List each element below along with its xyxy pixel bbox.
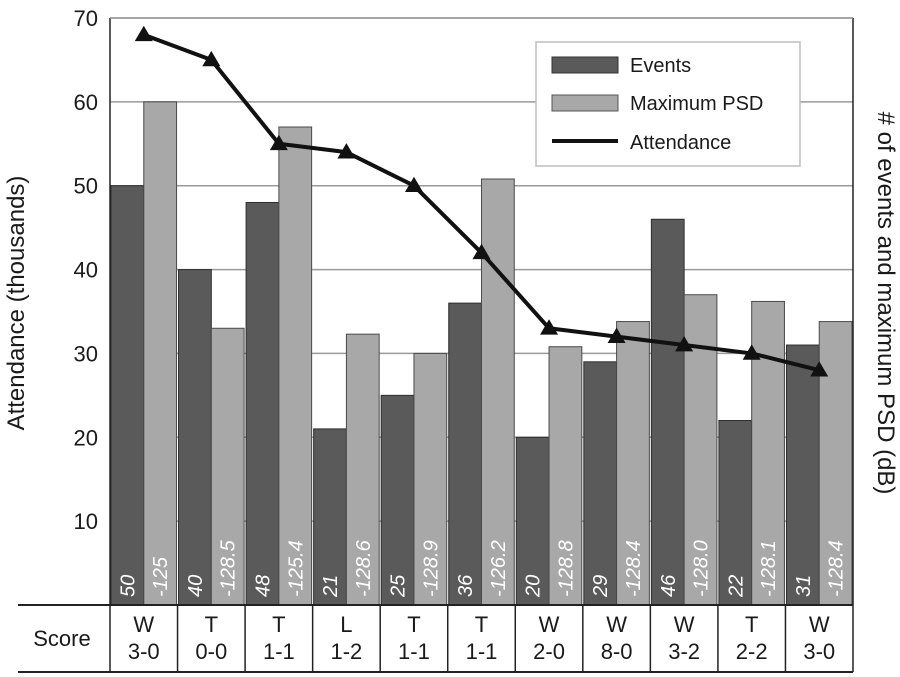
events-value-label: 29 bbox=[590, 575, 612, 598]
bar-events bbox=[583, 361, 618, 606]
legend-label-psd: Maximum PSD bbox=[630, 93, 763, 115]
psd-value-label: -128.5 bbox=[218, 539, 240, 597]
y-tick-label: 60 bbox=[74, 90, 98, 115]
legend-label-attendance: Attendance bbox=[630, 132, 731, 154]
score-result: T bbox=[745, 612, 758, 637]
score-value: 0-0 bbox=[195, 639, 227, 664]
psd-value-label: -125 bbox=[150, 556, 172, 597]
events-value-label: 46 bbox=[658, 574, 680, 597]
legend-swatch-psd bbox=[551, 94, 619, 112]
score-result: L bbox=[340, 612, 352, 637]
psd-value-label: -128.6 bbox=[353, 539, 375, 597]
legend-label-events: Events bbox=[630, 55, 691, 77]
psd-value-label: -128.4 bbox=[623, 540, 645, 597]
bar-events bbox=[110, 185, 145, 606]
events-value-label: 36 bbox=[455, 574, 477, 597]
events-value-label: 22 bbox=[725, 575, 747, 598]
bar-events bbox=[785, 344, 820, 606]
bar-events bbox=[380, 394, 415, 606]
attendance-point bbox=[404, 176, 423, 193]
score-result: T bbox=[475, 612, 488, 637]
events-value-label: 48 bbox=[252, 575, 274, 597]
y-tick-label: 50 bbox=[74, 174, 98, 199]
bar-events bbox=[245, 201, 280, 606]
score-result: T bbox=[272, 612, 285, 637]
bar-max-psd bbox=[481, 178, 515, 606]
psd-value-label: -128.0 bbox=[691, 540, 713, 597]
score-result: T bbox=[407, 612, 420, 637]
events-value-label: 50 bbox=[117, 575, 139, 597]
psd-value-label: -128.9 bbox=[420, 540, 442, 597]
bars bbox=[110, 101, 853, 606]
axes: 10 20 30 40 50 60 70 bbox=[74, 6, 854, 605]
score-result: W bbox=[674, 612, 695, 637]
score-value: 2-2 bbox=[736, 639, 768, 664]
psd-value-label: -126.2 bbox=[488, 540, 510, 597]
attendance-point bbox=[202, 50, 221, 67]
attendance-point bbox=[607, 327, 626, 343]
bar-max-psd bbox=[345, 333, 380, 606]
bar-max-psd bbox=[548, 346, 583, 606]
y-tick-label: 70 bbox=[74, 6, 98, 31]
score-value: 8-0 bbox=[601, 639, 633, 664]
score-value: 1-2 bbox=[331, 639, 363, 664]
score-value: 3-0 bbox=[128, 639, 160, 664]
attendance-point bbox=[810, 361, 829, 377]
events-value-label: 20 bbox=[523, 575, 545, 598]
attendance-point bbox=[337, 143, 356, 159]
y-axis-left-title: Attendance (thousands) bbox=[3, 176, 30, 431]
score-value: 1-1 bbox=[398, 639, 430, 664]
bar-max-psd bbox=[210, 327, 245, 606]
legend-swatch-events bbox=[551, 56, 619, 74]
attendance-point bbox=[134, 25, 153, 42]
score-value: 1-1 bbox=[263, 639, 295, 664]
bar-max-psd bbox=[278, 126, 313, 606]
score-value: 2-0 bbox=[533, 639, 565, 664]
score-value: 1-1 bbox=[466, 639, 498, 664]
y-tick-label: 30 bbox=[74, 341, 98, 366]
attendance-point bbox=[742, 344, 761, 360]
attendance-line bbox=[134, 25, 829, 377]
y-tick-label: 20 bbox=[74, 425, 98, 450]
attendance-point bbox=[540, 319, 559, 335]
legend: Events Maximum PSD Attendance bbox=[535, 41, 801, 167]
psd-value-label: -128.4 bbox=[826, 540, 848, 597]
bar-events bbox=[178, 269, 212, 606]
score-result: W bbox=[133, 612, 154, 637]
score-result: T bbox=[205, 612, 218, 637]
score-header: Score bbox=[33, 626, 90, 651]
score-value: 3-2 bbox=[668, 639, 700, 664]
bar-max-psd bbox=[143, 101, 178, 606]
score-result: W bbox=[606, 612, 627, 637]
psd-value-label: -128.1 bbox=[758, 540, 780, 597]
bar-max-psd bbox=[413, 352, 448, 606]
bar-events bbox=[650, 218, 685, 606]
events-value-label: 21 bbox=[320, 575, 342, 598]
bar-events bbox=[448, 302, 482, 606]
events-value-label: 25 bbox=[388, 574, 410, 598]
score-result: W bbox=[539, 612, 560, 637]
events-value-label: 31 bbox=[793, 575, 815, 597]
score-result: W bbox=[809, 612, 830, 637]
bar-events bbox=[718, 420, 753, 606]
events-value-label: 40 bbox=[185, 575, 207, 597]
attendance-point bbox=[269, 134, 288, 151]
psd-value-label: -128.8 bbox=[555, 540, 577, 597]
bar-value-labels: 50 -125 40 -128.5 48 -125.4 21 -128.6 25 -128.9 36… bbox=[117, 539, 847, 598]
attendance-point bbox=[675, 336, 694, 352]
score-table: ScoreW3-0T0-0T1-1L1-2T1-1T1-1W2-0W8-0W3-… bbox=[18, 604, 854, 673]
y-axis-right-title: # of events and maximum PSD (dB) bbox=[872, 112, 899, 495]
bar-events bbox=[515, 436, 550, 606]
psd-value-label: -125.4 bbox=[285, 540, 307, 597]
y-tick-label: 10 bbox=[74, 509, 98, 534]
score-value: 3-0 bbox=[803, 639, 835, 664]
bar-max-psd bbox=[616, 321, 650, 606]
attendance-point bbox=[472, 243, 491, 260]
y-tick-label: 40 bbox=[74, 258, 98, 283]
